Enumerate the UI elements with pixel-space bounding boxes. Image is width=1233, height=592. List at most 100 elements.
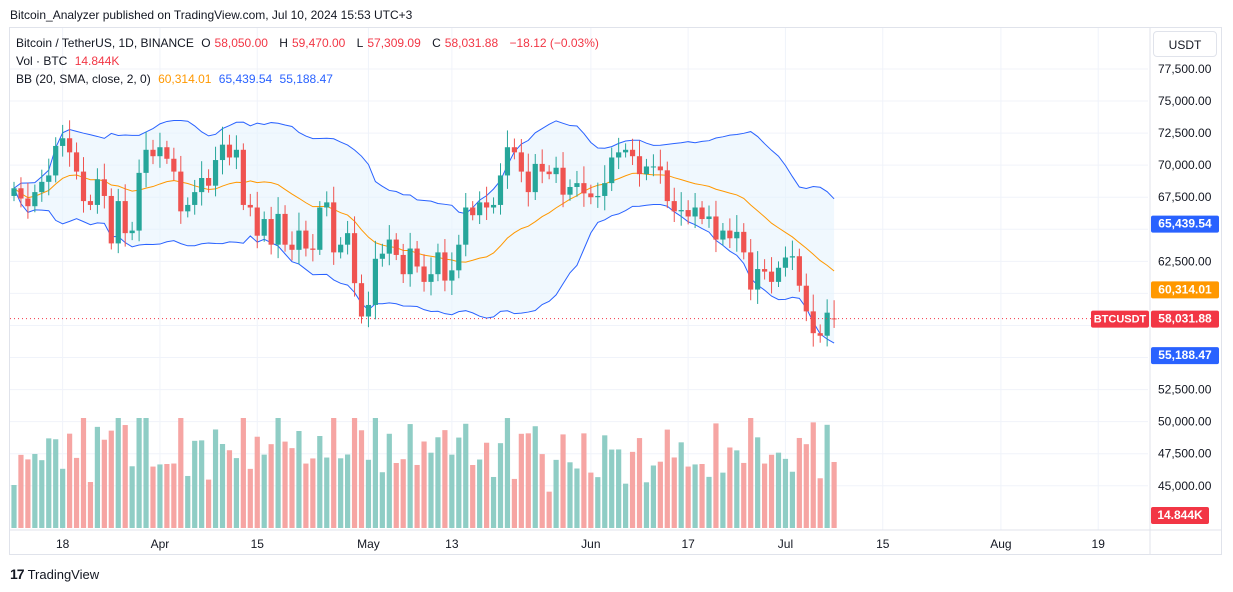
candle-body [261,219,267,236]
currency-button[interactable]: USDT [1153,31,1217,57]
candle-body [46,175,52,182]
candle-body [94,179,100,205]
volume-bar [233,458,239,528]
volume-bar [240,418,246,528]
candle-body [136,172,142,231]
volume-bar [358,430,365,528]
volume-bar [581,433,587,528]
volume-bar [449,454,455,528]
candle-body [678,210,684,212]
candle-body [762,269,768,272]
volume-bar [692,464,698,528]
volume-bar [212,429,219,528]
candle-body [379,253,385,259]
candle-body [192,192,198,205]
candle-body [463,207,469,245]
legend-o-label: O [201,36,211,50]
volume-bar [484,442,490,528]
y-tick-label: 70,000.00 [1158,158,1212,172]
candle-body [351,233,358,284]
y-tick-label: 62,500.00 [1158,254,1212,268]
candle-body [199,178,205,193]
legend-vol-value: 14.844K [74,54,120,68]
price-badge-label: 58,031.88 [1158,312,1212,326]
volume-bar [345,454,351,528]
volume-bar [511,478,517,528]
volume-bar [136,418,142,528]
volume-bar [129,466,135,528]
volume-bar [185,475,191,528]
x-tick-label: May [357,537,380,551]
candle-body [25,198,31,207]
volume-bar [734,450,740,528]
volume-bar [504,418,511,528]
volume-bar [456,437,462,528]
candle-body [393,239,399,255]
candle-body [629,149,636,157]
candle-body [164,147,170,159]
candle-body [734,231,740,239]
price-badge-label: 65,439.54 [1158,217,1212,231]
legend-open: 58,050.00 [214,36,268,50]
volume-badge-label: 14.844K [1157,508,1203,522]
volume-bar [720,472,726,528]
volume-bar [428,452,434,528]
x-tick-label: 19 [1092,537,1106,551]
candle-body [546,171,552,175]
tradingview-logo-icon: 17 [10,566,25,582]
volume-bar [824,424,830,528]
candle-body [560,167,566,195]
candle-body [212,160,219,186]
legend-bb-label: BB (20, SMA, close, 2, 0) [16,72,151,86]
y-tick-label: 77,500.00 [1158,62,1212,76]
legend-c-label: C [432,36,441,50]
candle-body [275,213,281,245]
volume-bar [351,418,358,528]
volume-bar [39,460,45,528]
volume-bar [470,465,476,528]
volume-bar [386,433,392,528]
candle-body [692,207,698,217]
price-badge-label: 60,314.01 [1158,282,1212,296]
candle-body [157,147,163,157]
volume-bar [588,472,594,528]
chart-frame[interactable] [9,27,1222,555]
candle-body [317,207,323,250]
candle-body [581,183,587,194]
legend-bb-upper: 65,439.54 [218,72,273,86]
candle-body [755,269,761,290]
candle-body [456,244,462,271]
candle-body [18,188,24,199]
volume-bar [421,441,427,528]
volume-bar [219,444,226,528]
legend-volume: Vol · BTC 14.844K [16,54,123,68]
volume-bar [782,458,789,528]
candle-body [706,216,712,220]
volume-bar [296,431,302,528]
volume-bar [178,418,184,528]
candle-body [67,138,73,153]
candle-body [226,144,233,158]
volume-bar [331,418,337,528]
price-badge-label: 55,188.47 [1158,348,1212,362]
symbol-tag [1091,310,1149,328]
volume-bar [150,466,156,528]
volume-bar [324,457,330,528]
volume-bar [80,418,87,528]
volume-bar [303,463,309,528]
legend-main: Bitcoin / TetherUS, 1D, BINANCE O 58,050.… [16,36,603,50]
candle-body [636,156,643,175]
y-tick-label: 67,500.00 [1158,190,1212,204]
volume-bar [789,471,795,528]
candle-body [796,256,802,286]
price-badge [1151,281,1219,299]
volume-bar [636,438,643,528]
price-badge [1151,310,1219,328]
volume-bar [810,422,816,528]
candle-body [282,213,288,245]
volume-bar [671,457,677,528]
volume-bar [60,468,66,528]
legend-vol-label: Vol · BTC [16,54,68,68]
candle-body [477,202,483,216]
